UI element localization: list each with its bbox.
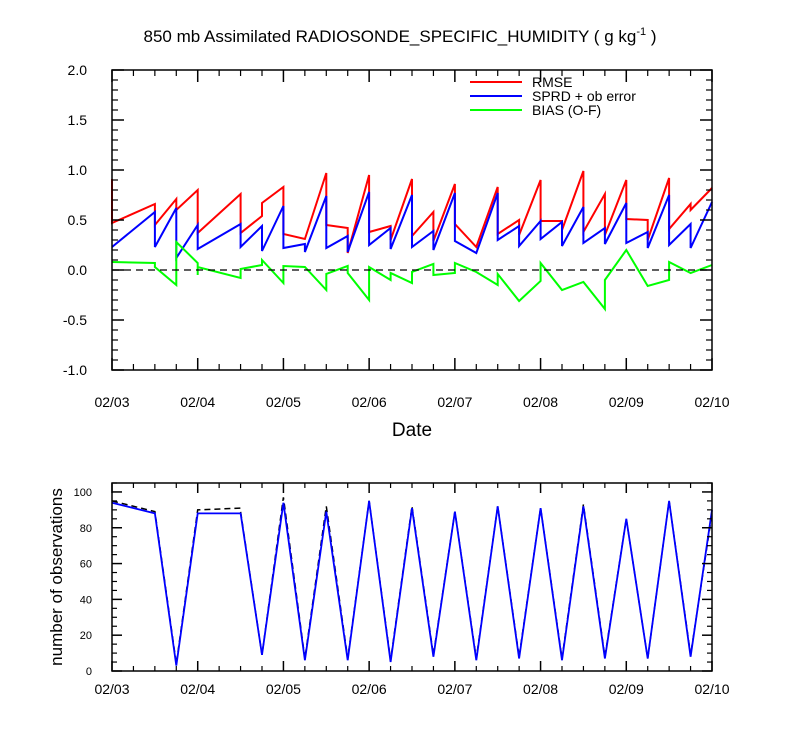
obs-x-tick-label: 02/04 [180,681,215,697]
obs-x-tick-label: 02/03 [94,681,129,697]
x-tick-label: 02/07 [437,394,472,410]
series-bias-o-f [111,239,713,312]
obs-x-tick-label: 02/09 [609,681,644,697]
chart-title-superscript: -1 [636,26,646,38]
obs-y-tick-label: 0 [86,666,92,678]
obs-x-tick-label: 02/10 [694,681,729,697]
top-ticks: 02/03 02/04 02/05 02/06 02/07 02/08 02/09 02/10… [63,62,730,410]
obs-y-tick-label: 80 [80,523,92,535]
obs-y-tick-label: 20 [80,630,92,642]
y-tick-label: 0.0 [68,262,88,278]
top-series-group [111,170,713,312]
obs-x-tick-label: 02/08 [523,681,558,697]
x-tick-label: 02/06 [352,394,387,410]
series-line-bias-o-f [111,239,713,312]
y-tick-label: -1.0 [63,362,87,378]
chart-title-end: ) [646,27,656,46]
chart-title: 850 mb Assimilated RADIOSONDE_SPECIFIC_H… [144,26,657,46]
y-tick-label: 1.0 [68,162,88,178]
obs-line-dashed [111,497,713,664]
x-tick-label: 02/09 [609,394,644,410]
legend-label-sprd-ob-error: SPRD + ob error [532,88,636,104]
x-tick-label: 02/10 [694,394,729,410]
x-tick-label: 02/05 [266,394,301,410]
obs-series-dashed [111,497,713,664]
obs-x-tick-label: 02/07 [437,681,472,697]
y-tick-label: 2.0 [68,62,88,78]
legend-label-rmse: RMSE [532,74,572,90]
y-tick-label: -0.5 [63,312,87,328]
obs-x-tick-label: 02/05 [266,681,301,697]
obs-y-tick-label: 60 [80,559,92,571]
y-tick-label: 1.5 [68,112,88,128]
y-axis-label-bottom: number of observations [47,488,66,666]
bottom-ticks: 02/03 02/04 02/05 02/06 02/07 02/08 02/09 02/10… [74,482,730,697]
obs-line-solid [111,500,713,666]
obs-series-solid [111,500,713,666]
x-tick-label: 02/03 [94,394,129,410]
series-sprd-ob-error [111,191,713,262]
obs-y-tick-label: 100 [74,487,92,499]
chart-title-main: 850 mb Assimilated RADIOSONDE_SPECIFIC_H… [144,27,637,46]
obs-y-tick-label: 40 [80,594,92,606]
y-tick-label: 0.5 [68,212,88,228]
bottom-chart: 02/03 02/04 02/05 02/06 02/07 02/08 02/09 02/10… [47,482,730,697]
x-tick-label: 02/08 [523,394,558,410]
x-tick-label: 02/04 [180,394,215,410]
bottom-series-group [111,497,713,666]
series-line-sprd-ob-error [111,191,713,262]
x-axis-label: Date [392,420,432,441]
legend-label-bias-o-f: BIAS (O-F) [532,102,601,118]
series-line-rmse [111,170,713,254]
series-rmse [111,170,713,254]
obs-x-tick-label: 02/06 [352,681,387,697]
